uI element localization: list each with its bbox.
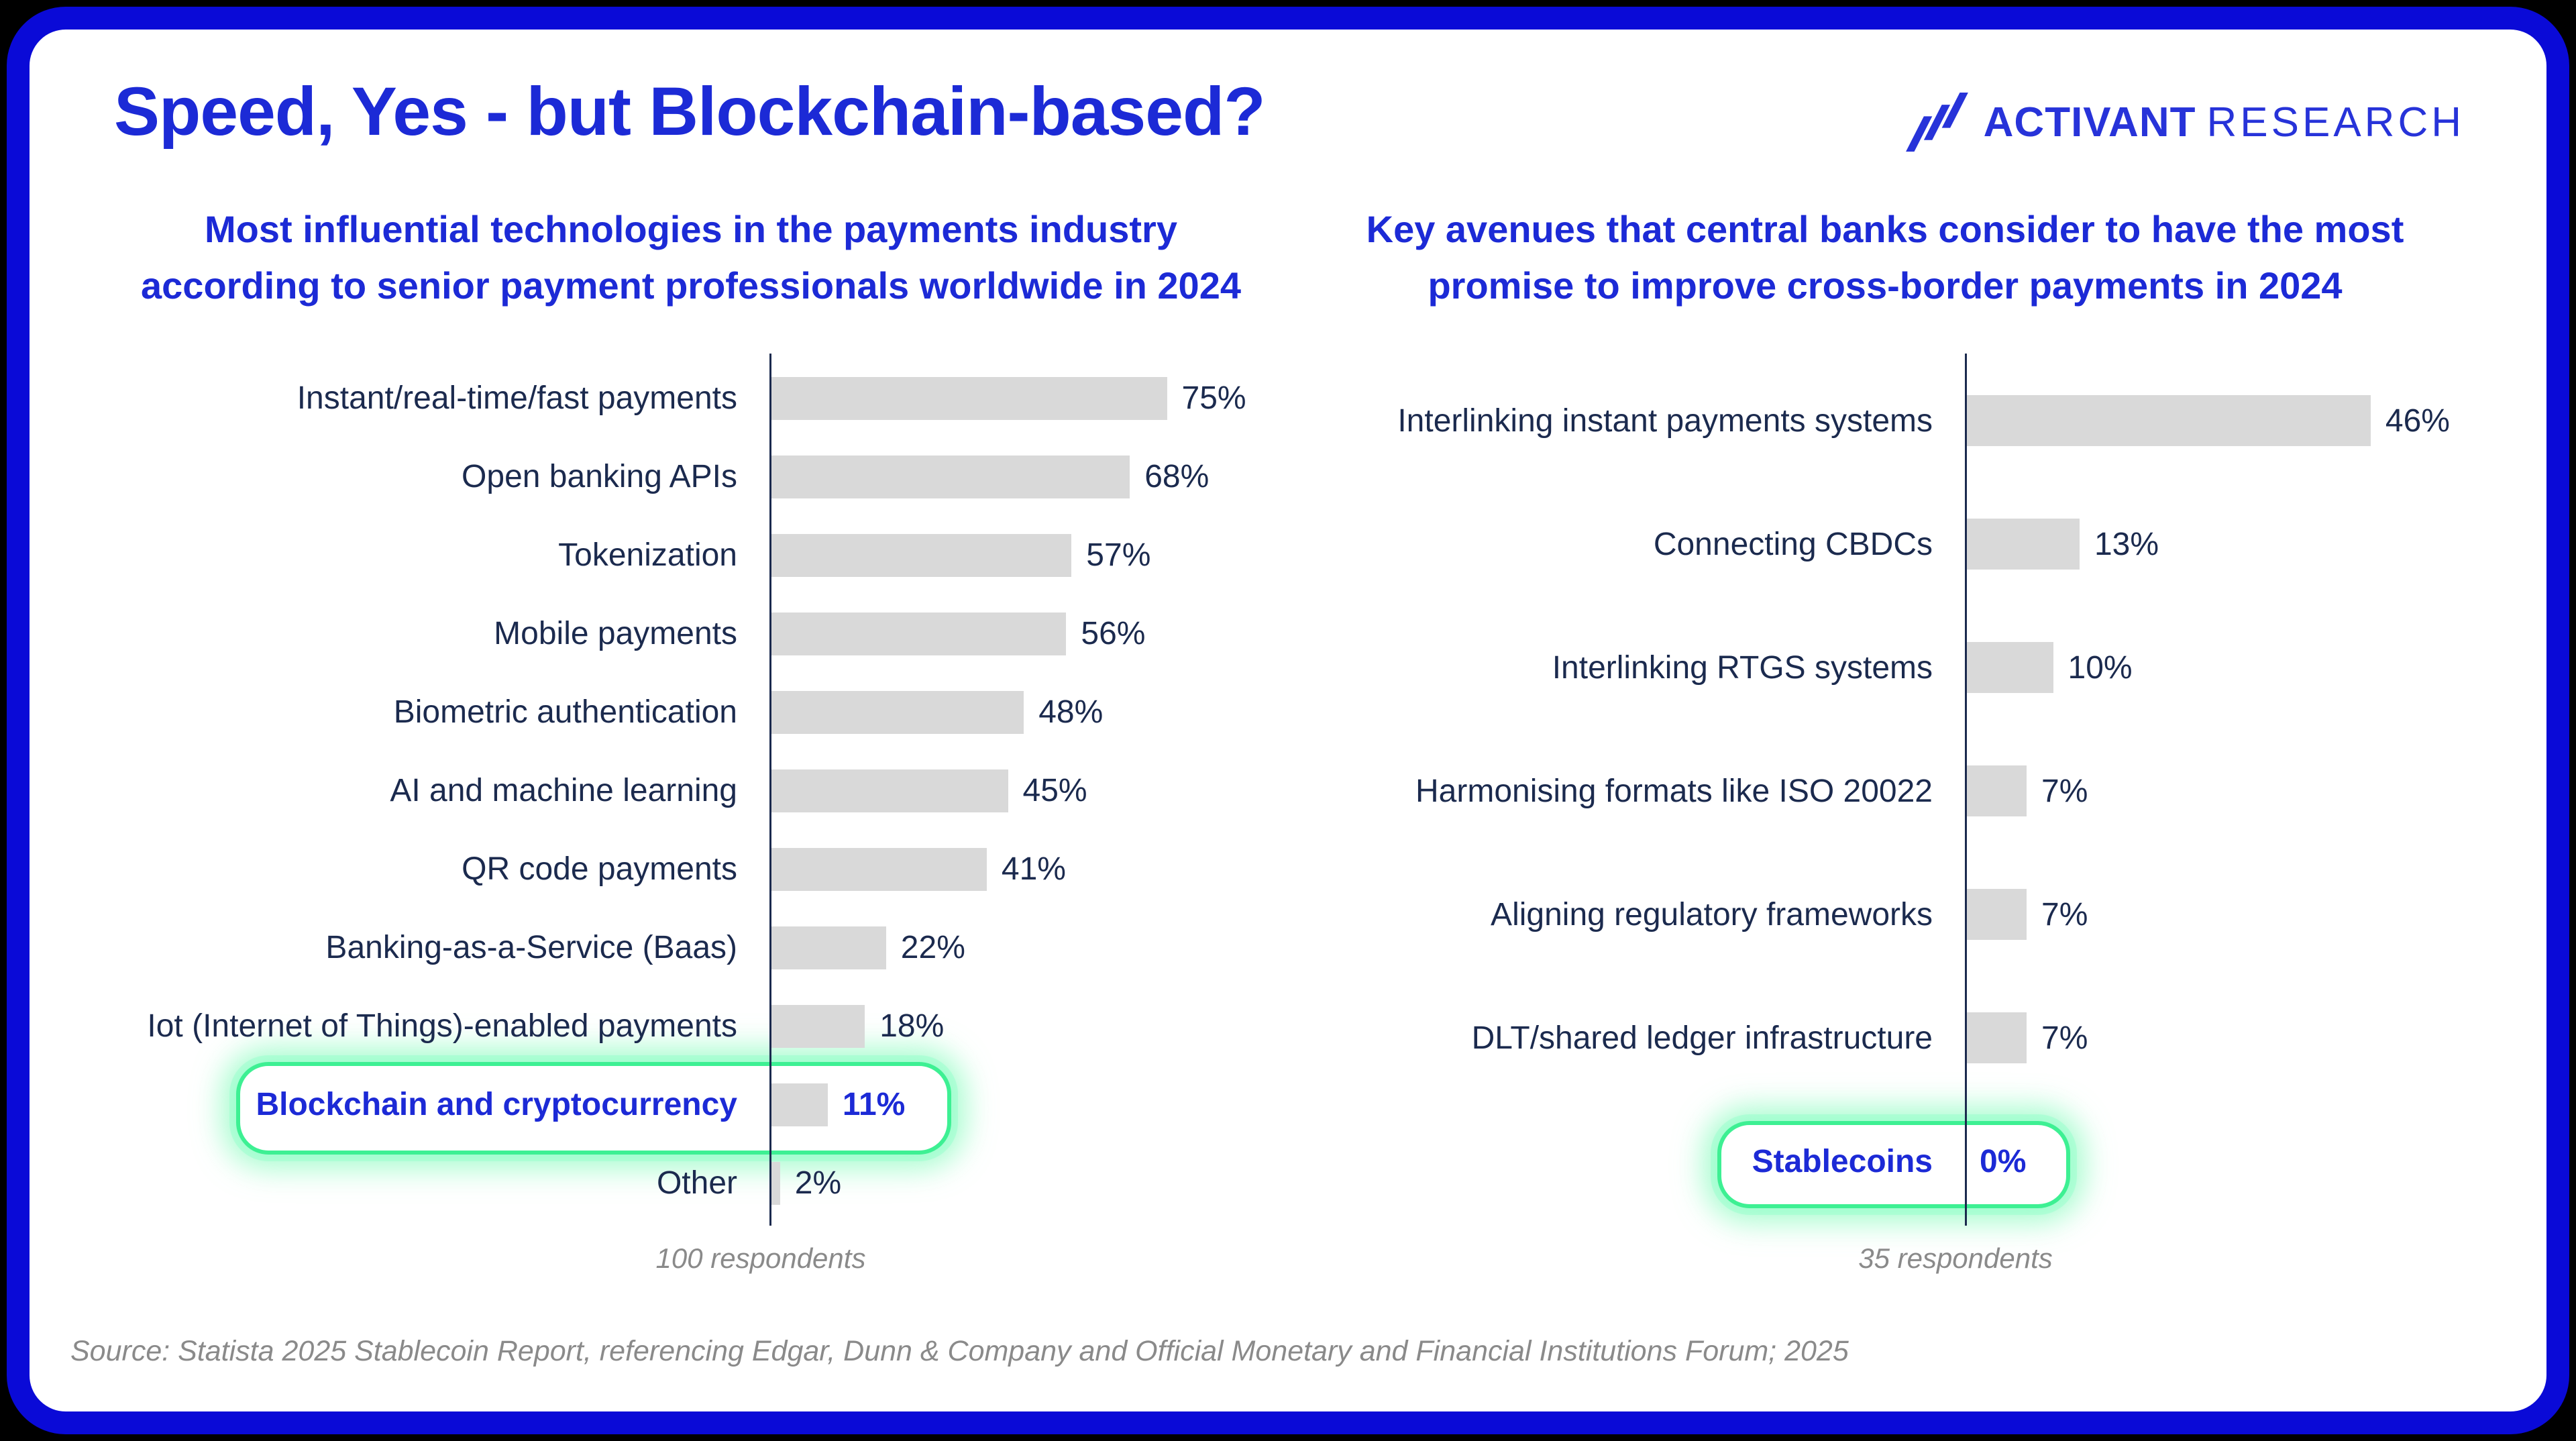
chart-row: Stablecoins 0% <box>1315 1100 2522 1223</box>
chart-row: Instant/real-time/fast payments 75% <box>67 359 1275 437</box>
highlight-box-blockchain <box>236 1062 951 1155</box>
value-label: 46% <box>2385 403 2450 439</box>
category-label: Aligning regulatory frameworks <box>1491 896 1933 932</box>
value-label: 75% <box>1181 380 1246 416</box>
value-label: 7% <box>2041 1020 2088 1056</box>
chart-row: Open banking APIs 68% <box>67 437 1275 516</box>
value-label: 13% <box>2094 526 2159 562</box>
bar <box>1965 395 2371 446</box>
chart-row: Blockchain and cryptocurrency 11% <box>67 1065 1275 1144</box>
value-label: 57% <box>1086 537 1151 573</box>
category-label: Harmonising formats like ISO 20022 <box>1415 773 1933 809</box>
value-label: 7% <box>2041 773 2088 809</box>
chart-row: DLT/shared ledger infrastructure 7% <box>1315 976 2522 1100</box>
bar <box>769 455 1130 498</box>
logo-text-research: RESEARCH <box>2206 99 2465 146</box>
category-label: Iot (Internet of Things)-enabled payment… <box>147 1008 737 1044</box>
chart-row: Banking-as-a-Service (Baas) 22% <box>67 908 1275 987</box>
chart-row: Other 2% <box>67 1144 1275 1222</box>
category-label: Interlinking RTGS systems <box>1552 649 1933 686</box>
category-label: Mobile payments <box>494 616 737 651</box>
category-label: Open banking APIs <box>462 459 737 494</box>
bar <box>769 847 987 891</box>
value-label: 68% <box>1144 459 1210 494</box>
category-label: AI and machine learning <box>390 773 737 808</box>
category-label: Banking-as-a-Service (Baas) <box>325 930 737 965</box>
bar <box>769 612 1067 655</box>
value-label: 10% <box>2068 649 2133 686</box>
bar <box>769 1161 780 1205</box>
left-chart-title: Most influential technologies in the pay… <box>101 201 1281 314</box>
value-label: 18% <box>879 1008 945 1044</box>
bar <box>769 533 1072 577</box>
category-label: Other <box>656 1165 737 1201</box>
value-label: 2% <box>794 1165 842 1201</box>
category-label: Instant/real-time/fast payments <box>297 380 737 416</box>
chart-row: Interlinking instant payments systems 46% <box>1315 359 2522 482</box>
value-label: 7% <box>2041 896 2088 932</box>
left-chart-title-line2: according to senior payment professional… <box>141 264 1241 307</box>
category-label: Blockchain and cryptocurrency <box>256 1087 737 1122</box>
value-label: 56% <box>1081 616 1146 651</box>
page-title: Speed, Yes - but Blockchain-based? <box>114 73 1266 150</box>
right-chart-respondents-note: 35 respondents <box>1858 1242 2053 1274</box>
category-label: DLT/shared ledger infrastructure <box>1471 1020 1933 1056</box>
bar <box>769 926 886 969</box>
chart-row: AI and machine learning 45% <box>67 751 1275 830</box>
highlight-box-stablecoins <box>1717 1121 2070 1208</box>
bar <box>769 1083 828 1126</box>
right-chart-title-line1: Key avenues that central banks consider … <box>1366 208 2404 250</box>
bar <box>1965 889 2027 940</box>
right-chart-title-line2: promise to improve cross-border payments… <box>1428 264 2343 307</box>
bar <box>1965 642 2053 693</box>
source-attribution: Source: Statista 2025 Stablecoin Report,… <box>70 1335 1849 1367</box>
category-label: Biometric authentication <box>393 694 737 730</box>
chart-row: Connecting CBDCs 13% <box>1315 482 2522 606</box>
page-border-frame <box>7 7 2569 1434</box>
left-bar-chart: Instant/real-time/fast payments 75% Open b… <box>67 359 1275 1222</box>
chart-row: Biometric authentication 48% <box>67 673 1275 751</box>
chart-row: QR code payments 41% <box>67 830 1275 908</box>
category-label: QR code payments <box>462 851 737 887</box>
bar <box>1965 765 2027 816</box>
chart-row: Iot (Internet of Things)-enabled payment… <box>67 987 1275 1065</box>
chart-row: Aligning regulatory frameworks 7% <box>1315 853 2522 976</box>
chart-row: Harmonising formats like ISO 20022 7% <box>1315 729 2522 853</box>
value-label: 22% <box>900 930 965 965</box>
category-label: Interlinking instant payments systems <box>1397 403 1933 439</box>
value-label: 0% <box>1980 1143 2027 1179</box>
category-label: Connecting CBDCs <box>1653 526 1933 562</box>
value-label: 45% <box>1022 773 1087 808</box>
category-label: Tokenization <box>558 537 737 573</box>
value-label: 11% <box>842 1087 906 1122</box>
right-chart-baseline-axis <box>1965 354 1967 1226</box>
activant-research-logo: ACTIVANT RESEARCH <box>1904 93 2465 152</box>
bar <box>769 1004 865 1048</box>
category-label: Stablecoins <box>1752 1143 1933 1179</box>
chart-row: Interlinking RTGS systems 10% <box>1315 606 2522 729</box>
value-label: 48% <box>1038 694 1104 730</box>
left-chart-baseline-axis <box>769 354 771 1226</box>
right-chart-title: Key avenues that central banks consider … <box>1342 201 2428 314</box>
right-bar-chart: Interlinking instant payments systems 46%… <box>1315 359 2522 1223</box>
left-chart-respondents-note: 100 respondents <box>655 1242 866 1274</box>
bar <box>769 769 1008 812</box>
value-label: 41% <box>1001 851 1066 887</box>
logo-text-activant: ACTIVANT <box>1983 99 2196 146</box>
activant-logo-icon <box>1905 93 1968 152</box>
bar <box>1965 519 2080 570</box>
chart-row: Tokenization 57% <box>67 516 1275 594</box>
left-chart-title-line1: Most influential technologies in the pay… <box>205 208 1177 250</box>
bar <box>769 376 1167 420</box>
bar <box>1965 1012 2027 1063</box>
chart-row: Mobile payments 56% <box>67 594 1275 673</box>
bar <box>769 690 1024 734</box>
